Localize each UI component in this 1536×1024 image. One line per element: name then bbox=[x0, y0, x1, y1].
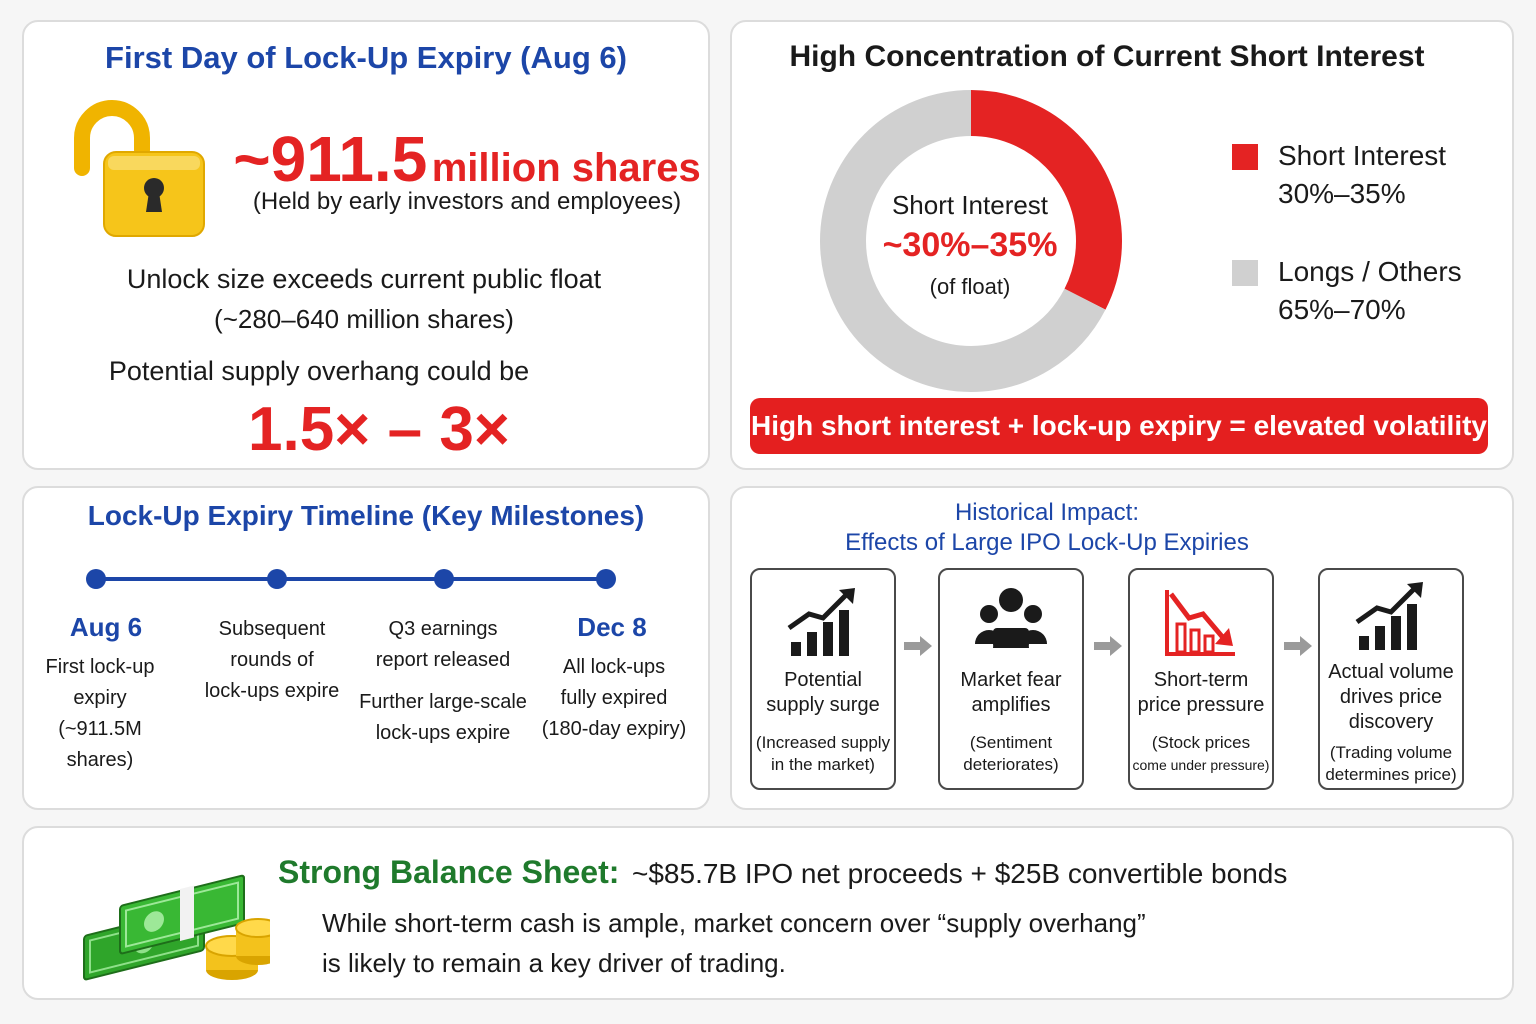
legend-swatch-longs bbox=[1232, 260, 1258, 286]
milestone-1-line: (~911.5M shares) bbox=[58, 718, 142, 771]
milestone-3-line: Q3 earnings bbox=[388, 618, 498, 640]
chart-up-icon bbox=[787, 588, 855, 656]
card-sub-line: (Increased supply bbox=[755, 733, 891, 752]
lockup-title: First Day of Lock-Up Expiry (Aug 6) bbox=[105, 40, 627, 75]
card-title-line: Short-term bbox=[1153, 669, 1249, 691]
impact-card-supply-surge: Potential supply surge (Increased supply… bbox=[750, 568, 896, 790]
card-title-line: supply surge bbox=[766, 694, 880, 716]
historical-title: Historical Impact: Effects of Large IPO … bbox=[732, 498, 1362, 558]
balance-sheet-line2: is likely to remain a key driver of trad… bbox=[322, 948, 786, 978]
padlock-open-icon bbox=[74, 100, 205, 237]
impact-card-sub: (Trading volume determines price) bbox=[1322, 742, 1460, 786]
balance-sheet-title: Strong Balance Sheet: bbox=[278, 854, 620, 890]
milestone-3-line: report released bbox=[375, 649, 511, 671]
milestone-1-line: expiry bbox=[73, 687, 127, 709]
milestone-4-line: fully expired bbox=[560, 687, 668, 709]
legend-label-longs: Longs / Others bbox=[1278, 256, 1462, 287]
overhang-multiplier: 1.5× – 3× bbox=[247, 395, 511, 464]
timeline-node bbox=[434, 569, 454, 589]
people-group-icon bbox=[975, 588, 1047, 648]
card-sub-line: (Stock prices bbox=[1151, 733, 1251, 752]
chart-up-icon bbox=[1355, 582, 1423, 650]
impact-card-market-fear: Market fear amplifies (Sentiment deterio… bbox=[938, 568, 1084, 790]
milestone-1-text: First lock-up expiry (~911.5M shares) bbox=[24, 652, 176, 776]
card-title-line: Potential bbox=[784, 669, 862, 691]
donut-center-sub: (of float) bbox=[929, 274, 1011, 299]
arrow-right-icon bbox=[904, 636, 932, 656]
impact-card-title: Market fear amplifies bbox=[942, 668, 1080, 718]
historical-title-line2: Effects of Large IPO Lock-Up Expiries bbox=[845, 529, 1249, 556]
historical-impact-panel: Historical Impact: Effects of Large IPO … bbox=[730, 486, 1514, 810]
lockup-panel: First Day of Lock-Up Expiry (Aug 6) ~911… bbox=[22, 20, 710, 470]
unlock-shares-number: ~911.5 bbox=[233, 123, 428, 195]
card-sub-line: (Sentiment bbox=[969, 733, 1053, 752]
donut-slice-longs-others bbox=[820, 90, 1122, 392]
held-by-note: (Held by early investors and employees) bbox=[252, 188, 682, 215]
milestone-4-line: All lock-ups bbox=[562, 656, 666, 678]
balance-sheet-subtitle: ~$85.7B IPO net proceeds + $25B converti… bbox=[632, 858, 1288, 889]
milestone-1-line: First lock-up bbox=[45, 656, 155, 678]
impact-card-title: Actual volume drives price discovery bbox=[1322, 660, 1460, 735]
card-sub-line: come under pressure) bbox=[1132, 757, 1270, 773]
arrow-right-icon bbox=[1094, 636, 1122, 656]
donut-center-label: Short Interest bbox=[891, 190, 1049, 220]
impact-card-price-pressure: Short-term price pressure (Stock prices … bbox=[1128, 568, 1274, 790]
money-stack-icon bbox=[83, 874, 270, 981]
legend-label-short: Short Interest bbox=[1278, 140, 1447, 171]
milestone-3-line: lock-ups expire bbox=[375, 722, 511, 744]
historical-title-line1: Historical Impact: bbox=[954, 499, 1140, 526]
milestone-2-line: Subsequent bbox=[218, 618, 326, 640]
impact-card-sub: (Stock prices come under pressure) bbox=[1132, 732, 1270, 776]
impact-card-title: Potential supply surge bbox=[754, 668, 892, 718]
milestone-4-line: (180-day expiry) bbox=[541, 718, 687, 740]
public-float-range: (~280–640 million shares) bbox=[214, 304, 514, 334]
card-sub-line: determines price) bbox=[1325, 765, 1457, 784]
short-interest-title: High Concentration of Current Short Inte… bbox=[789, 40, 1425, 73]
overhang-line: Potential supply overhang could be bbox=[108, 356, 530, 386]
milestone-2-line: rounds of bbox=[230, 649, 314, 671]
impact-card-title: Short-term price pressure bbox=[1132, 668, 1270, 718]
card-title-line: amplifies bbox=[971, 694, 1051, 716]
milestone-date-dec8: Dec 8 bbox=[577, 612, 647, 642]
short-interest-donut bbox=[820, 90, 1122, 392]
legend-range-longs: 65%–70% bbox=[1278, 294, 1406, 325]
balance-sheet-line1: While short-term cash is ample, market c… bbox=[322, 908, 1146, 938]
legend-range-short: 30%–35% bbox=[1278, 178, 1406, 209]
chart-down-icon bbox=[1165, 590, 1235, 656]
impact-card-sub: (Increased supply in the market) bbox=[754, 732, 892, 776]
milestone-3-line: Further large-scale bbox=[359, 691, 527, 713]
card-title-line: drives price bbox=[1339, 686, 1443, 708]
arrow-right-icon bbox=[1284, 636, 1312, 656]
impact-card-price-discovery: Actual volume drives price discovery (Tr… bbox=[1318, 568, 1464, 790]
timeline-node bbox=[267, 569, 287, 589]
card-title-line: discovery bbox=[1348, 711, 1434, 733]
legend-swatch-short bbox=[1232, 144, 1258, 170]
milestone-2-text: Subsequent rounds of lock-ups expire bbox=[192, 614, 352, 707]
milestone-4-text: All lock-ups fully expired (180-day expi… bbox=[534, 652, 694, 745]
unlock-size-line: Unlock size exceeds current public float bbox=[126, 264, 602, 294]
milestone-3-text: Q3 earnings report released Further larg… bbox=[350, 614, 536, 749]
volatility-banner: High short interest + lock-up expiry = e… bbox=[750, 398, 1488, 454]
card-title-line: price pressure bbox=[1137, 694, 1265, 716]
card-title-line: Market fear bbox=[960, 669, 1062, 691]
card-sub-line: (Trading volume bbox=[1329, 743, 1453, 762]
balance-sheet-panel: Strong Balance Sheet: ~$85.7B IPO net pr… bbox=[22, 826, 1514, 1000]
unlock-shares-headline: ~911.5 million shares bbox=[232, 122, 702, 196]
milestone-2-line: lock-ups expire bbox=[204, 680, 340, 702]
impact-card-sub: (Sentiment deteriorates) bbox=[942, 732, 1080, 776]
milestone-date-aug6: Aug 6 bbox=[69, 612, 143, 642]
short-interest-panel: High Concentration of Current Short Inte… bbox=[730, 20, 1514, 470]
timeline-axis bbox=[86, 569, 616, 589]
timeline-title: Lock-Up Expiry Timeline (Key Milestones) bbox=[87, 500, 645, 531]
timeline-panel: Lock-Up Expiry Timeline (Key Milestones)… bbox=[22, 486, 710, 810]
timeline-node bbox=[86, 569, 106, 589]
card-title-line: Actual volume bbox=[1328, 661, 1454, 683]
timeline-node bbox=[596, 569, 616, 589]
card-sub-line: in the market) bbox=[771, 755, 875, 774]
card-sub-line: deteriorates) bbox=[963, 755, 1059, 774]
donut-center-value: ~30%–35% bbox=[882, 226, 1058, 264]
unlock-shares-unit: million shares bbox=[431, 146, 701, 190]
